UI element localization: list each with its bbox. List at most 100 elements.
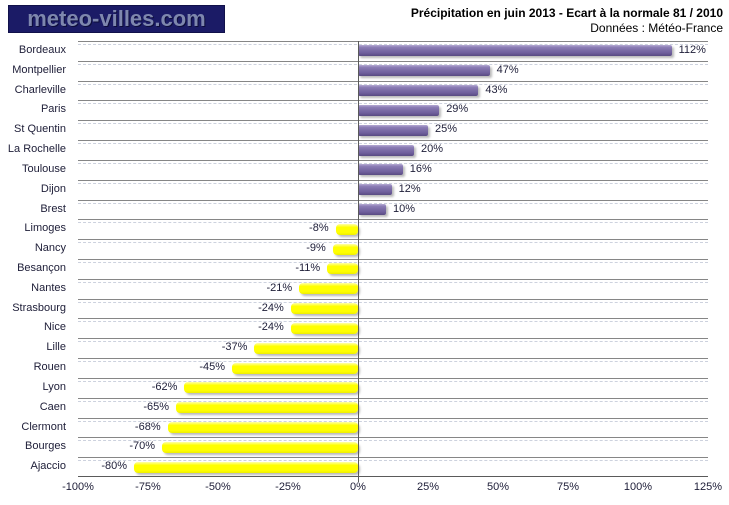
bar-value-label: -24%	[258, 301, 284, 314]
row-gridline	[78, 60, 708, 62]
row-gridline	[78, 159, 708, 161]
row-gridline-dotted	[78, 103, 708, 105]
x-axis-tick-label: 50%	[486, 481, 510, 493]
bar-negative	[290, 322, 358, 334]
bar-value-label: -68%	[134, 420, 161, 433]
category-axis: Bordeaux Montpellier Charleville Paris St Qu…	[0, 41, 72, 477]
row-gridline	[78, 259, 708, 260]
x-axis-tick-label: -50%	[205, 481, 231, 493]
category-label: Nice	[43, 321, 66, 334]
bar-negative	[134, 461, 358, 473]
bar-value-label: -11%	[295, 262, 321, 274]
row-gridline-dotted	[78, 420, 708, 422]
row-gridline	[78, 239, 708, 241]
row-gridline-dotted	[78, 123, 708, 125]
row-gridline	[78, 358, 708, 360]
category-label: Toulouse	[21, 162, 66, 175]
row-gridline-dotted	[78, 143, 708, 145]
bar-value-label: -62%	[151, 380, 178, 393]
zero-axis-line	[358, 41, 359, 482]
bar-positive	[358, 65, 490, 77]
row-gridline-dotted	[78, 242, 708, 244]
category-label: Lille	[46, 341, 66, 354]
row-gridline-dotted	[78, 63, 708, 65]
category-label: La Rochelle	[7, 143, 66, 156]
bar-value-label: -80%	[101, 460, 127, 473]
row-gridline	[78, 199, 708, 201]
bar-positive	[358, 45, 672, 57]
row-gridline-dotted	[78, 202, 708, 204]
bar-negative	[176, 402, 358, 414]
bar-value-label: 47%	[496, 63, 519, 76]
category-label: Ajaccio	[30, 460, 66, 473]
bar-value-label: -21%	[266, 281, 293, 294]
bar-value-label: -45%	[199, 361, 225, 374]
bar-value-label: 20%	[421, 143, 444, 156]
row-gridline	[78, 437, 708, 439]
x-axis-tick-label: -75%	[135, 481, 161, 493]
row-gridline	[78, 80, 708, 82]
bar-negative	[299, 283, 358, 295]
category-label: St Quentin	[14, 123, 66, 136]
row-gridline-dotted	[78, 222, 708, 224]
row-gridline	[78, 140, 708, 142]
chart-title: Précipitation en juin 2013 - Ecart à la …	[410, 6, 723, 20]
row-gridline-dotted	[78, 341, 708, 343]
chart-source: Données : Météo-France	[590, 21, 723, 35]
bar-value-label: 16%	[409, 162, 432, 175]
row-gridline	[78, 338, 708, 340]
bar-negative	[290, 303, 358, 315]
category-label: Montpellier	[12, 63, 66, 76]
category-label: Dijon	[40, 182, 66, 195]
row-gridline-dotted	[78, 281, 708, 283]
bar-positive	[358, 104, 440, 116]
x-axis-tick-label: 75%	[556, 481, 580, 493]
bar-value-label: -9%	[306, 242, 326, 255]
meteo-villes-logo: meteo-villes.com	[8, 5, 225, 33]
bar-negative	[232, 362, 358, 374]
category-label: Nantes	[31, 281, 66, 294]
row-gridline-dotted	[78, 301, 708, 303]
x-axis: -100% -75% -50% -25% 0% 25% 50% 75% 100% 125%	[62, 479, 722, 495]
row-gridline-dotted	[78, 182, 708, 184]
bar-positive	[358, 144, 414, 156]
category-label: Clermont	[21, 420, 66, 433]
bar-positive	[358, 164, 403, 176]
bar-positive	[358, 184, 392, 196]
category-label: Bourges	[25, 440, 66, 453]
bar-positive	[358, 124, 428, 136]
row-gridline-dotted	[78, 44, 708, 45]
bar-value-label: 25%	[435, 123, 458, 136]
category-label: Lyon	[42, 380, 66, 393]
row-gridline	[78, 278, 708, 280]
row-gridline	[78, 120, 708, 122]
x-axis-tick-label: -100%	[62, 481, 94, 493]
bar-negative	[184, 382, 358, 394]
row-gridline	[78, 100, 708, 102]
bar-negative	[162, 441, 358, 453]
bar-value-label: -37%	[221, 341, 248, 354]
logo-text: meteo-villes.com	[27, 6, 206, 31]
x-axis-tick-label: -25%	[275, 481, 301, 493]
plot-area: 112% 47% 43% 29% 25% 20% 16% 12% 10% -8% -9% -11% -2…	[78, 41, 708, 482]
category-label: Charleville	[14, 83, 66, 96]
bar-value-label: -24%	[258, 321, 284, 334]
bar-value-label: 43%	[485, 83, 508, 96]
bar-value-label: 112%	[678, 44, 706, 56]
category-label: Brest	[40, 202, 66, 215]
row-gridline-dotted	[78, 380, 708, 382]
row-gridline-dotted	[78, 400, 708, 402]
bar-negative	[332, 243, 358, 255]
row-gridline	[78, 219, 708, 221]
row-gridline	[78, 179, 708, 181]
row-gridline-dotted	[78, 83, 708, 85]
category-label: Bordeaux	[18, 44, 66, 56]
row-gridline-dotted	[78, 321, 708, 323]
title-block: Précipitation en juin 2013 - Ecart à la …	[411, 6, 723, 36]
bar-value-label: 12%	[398, 182, 421, 195]
row-gridline-dotted	[78, 440, 708, 442]
row-gridline	[78, 377, 708, 379]
row-gridline	[78, 457, 708, 459]
row-gridline-dotted	[78, 262, 708, 263]
